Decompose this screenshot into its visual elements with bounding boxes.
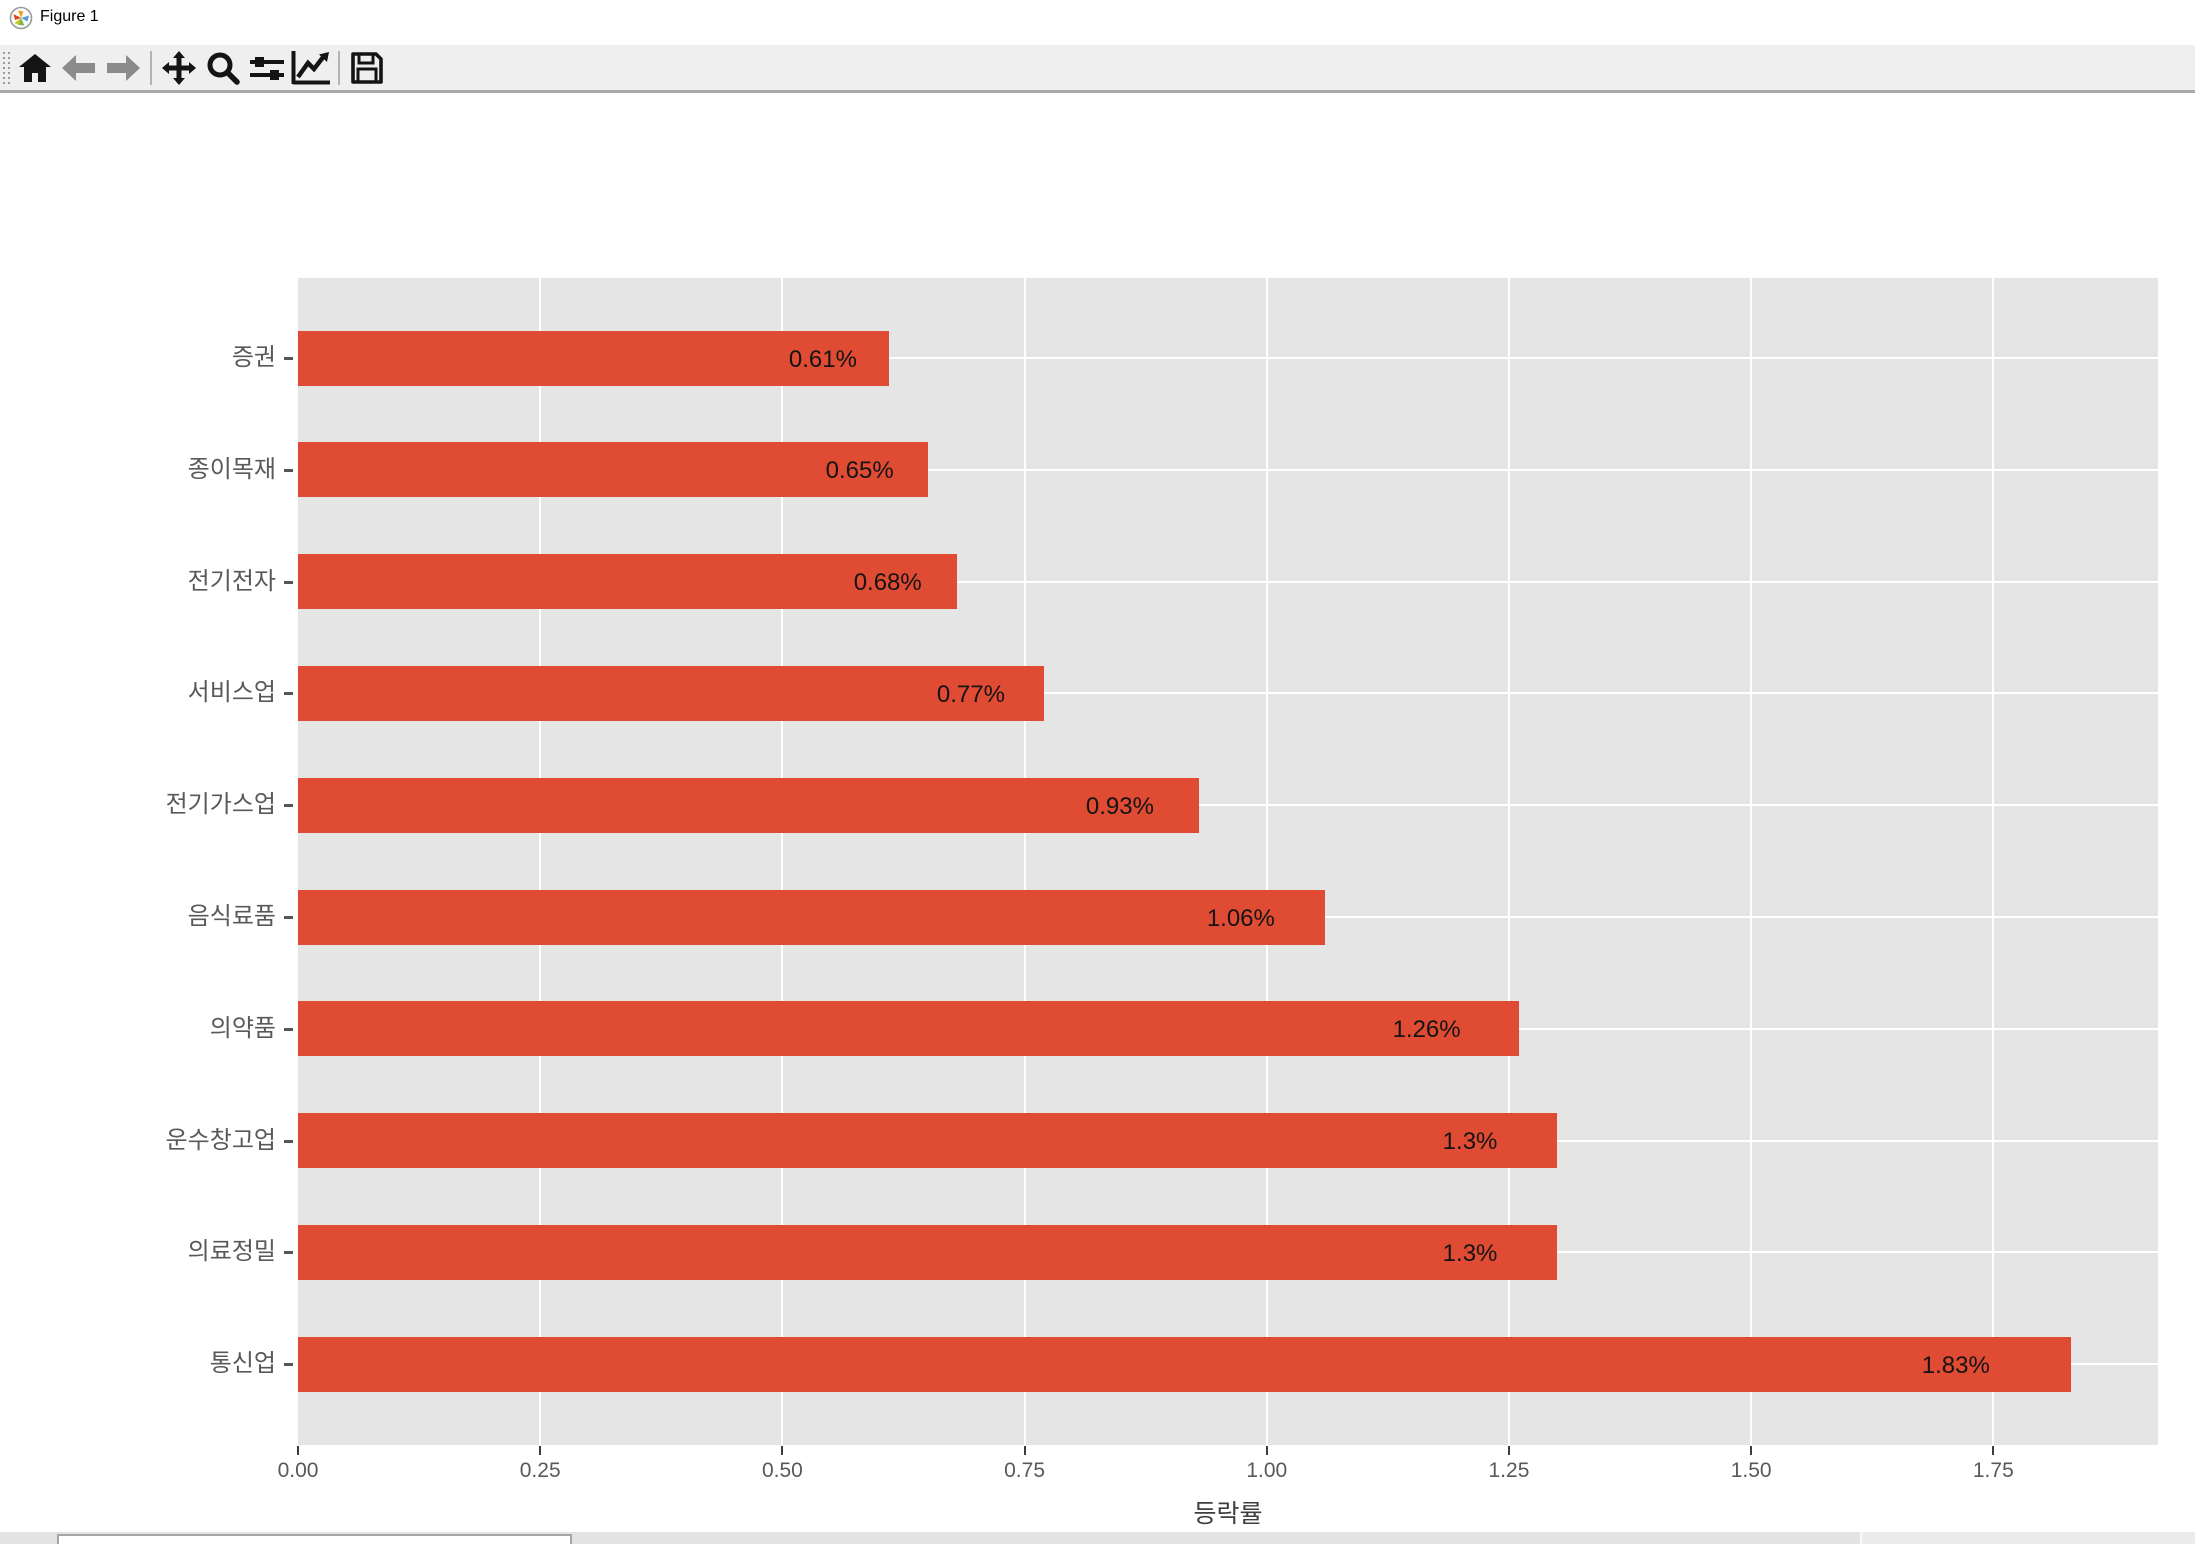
status-input-box — [57, 1534, 572, 1544]
bar-value-label: 0.61% — [788, 345, 857, 373]
bar-value-label: 1.26% — [1392, 1016, 1461, 1044]
y-tick-label: 증권 — [231, 344, 276, 371]
bar-value-label: 0.93% — [1085, 792, 1154, 820]
y-tick-mark — [284, 357, 293, 360]
y-tick-label: 의약품 — [209, 1014, 276, 1042]
x-tick-mark — [1265, 1446, 1268, 1455]
y-tick-label: 전기가스업 — [165, 791, 276, 819]
y-tick-mark — [284, 1027, 293, 1031]
y-tick-mark — [284, 580, 293, 584]
forward-arrow-icon — [107, 54, 140, 81]
x-tick-mark — [1507, 1446, 1510, 1455]
bar: 1.06% — [298, 889, 1325, 945]
status-strip — [0, 1532, 2195, 1544]
pan-button[interactable] — [157, 47, 201, 89]
home-icon — [19, 53, 51, 82]
configure-subplots-button[interactable] — [245, 47, 289, 89]
bar: 0.61% — [298, 330, 889, 386]
x-tick-mark — [1023, 1446, 1026, 1455]
y-tick-mark — [284, 468, 293, 472]
save-button[interactable] — [345, 47, 389, 89]
x-tick-label: 0.00 — [277, 1459, 319, 1482]
gridline-vertical — [781, 278, 784, 1445]
home-button[interactable] — [13, 47, 57, 89]
bar-value-label: 0.65% — [825, 457, 894, 485]
bar-value-label: 0.77% — [936, 680, 1005, 708]
figure-canvas[interactable]: 0.61% 0.65% 0.68% 0.77% 0.93% 1.06% 1.26% 1.3% 1… — [0, 93, 2195, 1532]
bar: 0.93% — [298, 777, 1199, 833]
bar-value-label: 0.68% — [853, 569, 922, 597]
gridline-horizontal — [298, 580, 2158, 583]
x-axis-label: 등락률 — [1193, 1500, 1263, 1528]
bar-value-label: 1.3% — [1442, 1239, 1498, 1267]
zoom-button[interactable] — [201, 47, 245, 89]
x-tick-label: 1.75 — [1972, 1459, 2014, 1482]
y-tick-mark — [284, 1363, 293, 1367]
gridline-vertical — [1750, 278, 1753, 1445]
bar: 0.68% — [298, 554, 957, 610]
gridline-vertical — [1992, 278, 1995, 1445]
y-tick-label: 음식료품 — [187, 903, 276, 930]
gridline-horizontal — [298, 468, 2158, 471]
forward-button[interactable] — [101, 47, 145, 89]
x-tick-mark — [781, 1446, 784, 1455]
save-floppy-icon — [351, 51, 383, 84]
gridline-horizontal — [298, 357, 2158, 359]
bar-value-label: 1.3% — [1442, 1128, 1498, 1156]
gridline-vertical — [1507, 278, 1510, 1445]
gridline-vertical — [1265, 278, 1268, 1445]
window-title: Figure 1 — [40, 8, 99, 25]
bar: 1.3% — [298, 1224, 1558, 1280]
y-tick-label: 전기전자 — [187, 567, 276, 595]
y-tick-mark — [284, 692, 293, 696]
y-tick-label: 의료정밀 — [187, 1238, 276, 1266]
y-tick-mark — [284, 1139, 293, 1143]
navigation-toolbar — [0, 45, 2195, 93]
bar: 1.3% — [298, 1113, 1558, 1169]
x-tick-label: 0.75 — [1004, 1459, 1045, 1482]
x-tick-label: 0.50 — [761, 1459, 803, 1482]
x-tick-mark — [1992, 1446, 1995, 1455]
matplotlib-logo-icon — [9, 6, 33, 30]
bar-value-label: 1.06% — [1206, 904, 1275, 932]
back-button[interactable] — [57, 47, 101, 89]
bar: 1.83% — [298, 1336, 2071, 1392]
sliders-icon — [250, 56, 284, 80]
bar-value-label: 1.83% — [1921, 1351, 1990, 1379]
line-chart-icon — [291, 50, 330, 84]
x-tick-label: 0.25 — [519, 1459, 561, 1482]
gridline-horizontal — [298, 692, 2158, 695]
pan-icon — [162, 50, 196, 85]
x-tick-mark — [297, 1446, 299, 1455]
x-tick-label: 1.50 — [1730, 1459, 1772, 1482]
gridline-vertical — [1023, 278, 1026, 1445]
x-tick-mark — [1750, 1446, 1753, 1455]
y-tick-label: 통신업 — [209, 1350, 276, 1378]
bar: 1.26% — [298, 1001, 1519, 1057]
customize-plot-button[interactable] — [289, 47, 333, 89]
x-tick-label: 1.00 — [1246, 1459, 1288, 1482]
y-tick-mark — [284, 804, 293, 808]
title-bar[interactable]: Figure 1 — [0, 0, 2195, 45]
gridline-horizontal — [298, 804, 2158, 807]
back-arrow-icon — [62, 54, 95, 81]
y-tick-mark — [284, 916, 293, 919]
y-tick-mark — [284, 1251, 293, 1255]
y-tick-label: 종이목재 — [187, 455, 276, 483]
toolbar-grip[interactable] — [1, 50, 13, 86]
plot-area[interactable]: 0.61% 0.65% 0.68% 0.77% 0.93% 1.06% 1.26% 1.3% 1… — [298, 278, 2158, 1445]
y-tick-label: 서비스업 — [187, 679, 276, 707]
gridline-vertical — [539, 278, 542, 1445]
x-tick-mark — [539, 1446, 542, 1455]
zoom-magnifier-icon — [207, 52, 240, 85]
y-tick-label: 운수창고업 — [165, 1126, 276, 1154]
status-strip-right — [1860, 1532, 2195, 1544]
x-tick-label: 1.25 — [1488, 1459, 1530, 1482]
toolbar-separator — [150, 50, 152, 85]
toolbar-separator — [338, 50, 340, 85]
bar: 0.77% — [298, 665, 1044, 721]
bar: 0.65% — [298, 442, 928, 498]
